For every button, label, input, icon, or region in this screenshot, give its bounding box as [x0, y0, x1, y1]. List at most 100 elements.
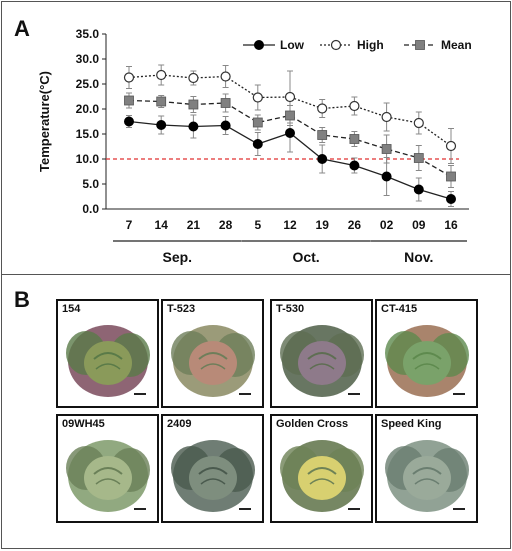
- data-point-high: [220, 71, 231, 82]
- y-tick-label: 20.0: [76, 102, 100, 116]
- y-tick-label: 5.0: [82, 177, 99, 191]
- cabbage-illustration: [66, 440, 150, 512]
- scale-bar: [453, 508, 465, 510]
- leaf-vein: [93, 352, 123, 360]
- x-tick-label: 12: [283, 218, 297, 232]
- cabbage-head: [84, 456, 132, 500]
- data-point-low: [446, 194, 456, 204]
- leaf-vein: [414, 478, 440, 485]
- cultivar-label: T-530: [276, 303, 305, 315]
- series-line-high: [128, 74, 452, 147]
- scale-bar: [239, 508, 251, 510]
- y-tick-label: 0.0: [82, 202, 99, 216]
- cultivar-label: Speed King: [381, 418, 442, 430]
- x-tick-label: 28: [219, 218, 233, 232]
- leaf-vein: [412, 467, 442, 475]
- cultivar-label: CT-415: [381, 303, 418, 315]
- cabbage-illustration: [171, 440, 255, 512]
- cabbage-head: [403, 341, 451, 385]
- data-point-mean: [156, 96, 167, 107]
- data-point-mean: [317, 130, 328, 140]
- cabbage-illustration: [385, 440, 469, 512]
- data-point-mean: [285, 110, 295, 121]
- cabbage-head: [189, 341, 237, 385]
- x-tick-label: 02: [380, 218, 394, 232]
- data-point-high: [188, 72, 199, 84]
- y-tick-label: 15.0: [76, 127, 100, 141]
- data-point-mean: [220, 98, 231, 108]
- legend-label-mean: Mean: [441, 38, 472, 52]
- leaf-vein: [309, 363, 335, 370]
- leaf-vein: [95, 478, 121, 485]
- data-point-high: [123, 72, 135, 83]
- cabbage-head: [84, 341, 132, 385]
- scale-bar: [348, 508, 360, 510]
- data-point-high: [349, 100, 360, 112]
- scale-bar: [348, 393, 360, 395]
- cabbage-photo: 09WH45: [56, 414, 159, 523]
- data-point-mean: [446, 171, 456, 182]
- cultivar-label: 09WH45: [62, 418, 105, 430]
- cabbage-photo: CT-415: [375, 299, 478, 408]
- data-point-low: [317, 154, 328, 164]
- data-point-low: [285, 128, 295, 138]
- cabbage-photo: T-530: [270, 299, 373, 408]
- data-point-low: [188, 121, 199, 132]
- x-tick-label: 26: [348, 218, 362, 232]
- cabbage-illustration: [171, 325, 255, 397]
- x-tick-label: 21: [187, 218, 201, 232]
- x-tick-label: 19: [316, 218, 330, 232]
- y-tick-label: 10.0: [76, 152, 100, 166]
- data-point-mean: [413, 153, 424, 163]
- temperature-chart: 0.0 5.0 10.0 15.0 20.0 25.0 30.0 35.0 Temperatur…: [37, 27, 472, 265]
- leaf-vein: [307, 352, 337, 360]
- leaf-vein: [200, 478, 226, 485]
- y-tick-label: 35.0: [76, 27, 100, 41]
- cabbage-head: [298, 456, 346, 500]
- cabbage-illustration: [280, 440, 364, 512]
- data-point-mean: [252, 117, 263, 128]
- data-point-high: [317, 103, 328, 114]
- cabbage-photo: 2409: [161, 414, 264, 523]
- panel-b: B 154 T-523 T-530 CT-415 09WH45 2409 Golden Cr…: [2, 275, 510, 548]
- scale-bar: [134, 393, 146, 395]
- data-point-high: [156, 69, 167, 81]
- cabbage-photo: Golden Cross: [270, 414, 373, 523]
- cabbage-illustration: [280, 325, 364, 397]
- cabbage-photo: 154: [56, 299, 159, 408]
- cabbage-photo: T-523: [161, 299, 264, 408]
- leaf-vein: [414, 363, 440, 370]
- data-point-mean: [124, 95, 134, 106]
- leaf-vein: [307, 467, 337, 475]
- month-group-label: Oct.: [292, 249, 319, 265]
- x-tick-label: 7: [126, 218, 133, 232]
- panel-a-letter: A: [14, 16, 30, 41]
- cabbage-illustration: [385, 325, 469, 397]
- cabbage-head: [189, 456, 237, 500]
- panel-b-letter: B: [14, 287, 30, 312]
- legend-label-high: High: [357, 38, 384, 52]
- panel-a: A 0.0 5.0 10.0 15.0 20.0 25.0 30.0 35.0 Temperat…: [2, 2, 510, 274]
- leaf-vein: [198, 352, 228, 360]
- cabbage-head: [298, 341, 346, 385]
- data-point-high: [413, 117, 424, 129]
- legend-label-low: Low: [280, 38, 305, 52]
- y-tick-label: 25.0: [76, 77, 100, 91]
- panel-divider: [2, 274, 510, 275]
- data-point-high: [445, 140, 457, 152]
- data-point-low: [349, 160, 360, 171]
- x-tick-label: 16: [444, 218, 458, 232]
- cultivar-label: T-523: [167, 303, 196, 315]
- cabbage-photo: Speed King: [375, 414, 478, 523]
- data-point-mean: [381, 144, 392, 154]
- x-tick-label: 09: [412, 218, 426, 232]
- leaf-vein: [95, 363, 121, 370]
- data-point-high: [284, 91, 296, 103]
- legend-marker-mean: [415, 40, 425, 50]
- data-point-mean: [349, 134, 360, 144]
- y-tick-label: 30.0: [76, 52, 100, 66]
- y-axis-label: Temperature(°C): [37, 71, 52, 172]
- month-group-label: Sep.: [163, 249, 193, 265]
- x-tick-label: 5: [254, 218, 261, 232]
